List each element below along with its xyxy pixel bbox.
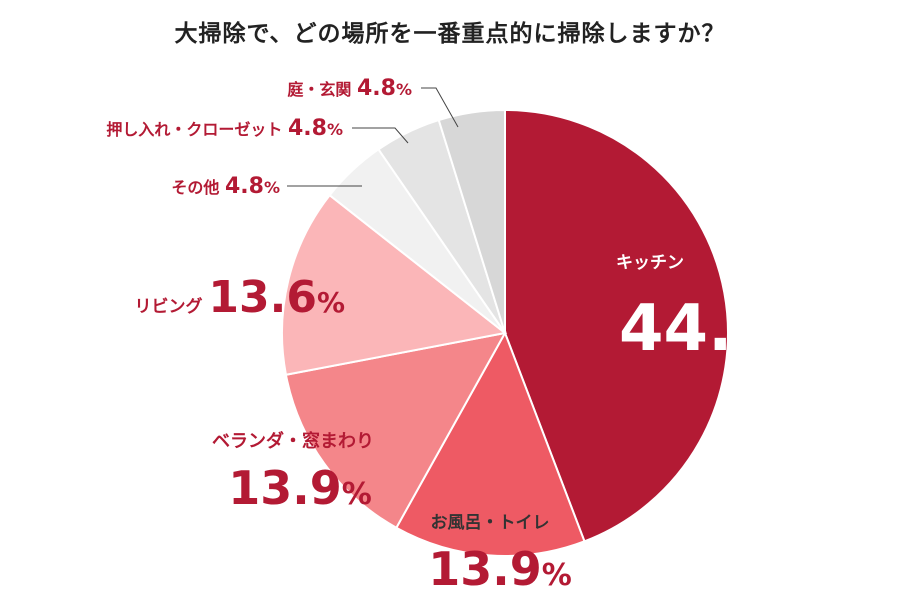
slice-value-garden-entrance: 4.8 [357, 76, 396, 101]
slice-value-number-bath-toilet: 13.9 [428, 542, 542, 596]
slice-label-other: その他 4.8% [171, 174, 280, 199]
slice-value-number-kitchen: 44.2 [619, 292, 777, 366]
pie-slice-bath-toilet [394, 330, 586, 557]
slice-value-number-veranda-window: 13.9 [228, 461, 342, 515]
pie-slice-kitchen [504, 108, 729, 543]
slice-unit-closet: % [327, 120, 343, 139]
leader-line-closet [352, 127, 409, 144]
slice-value-veranda-window: 13.9% [228, 461, 372, 515]
slice-label-garden-entrance: 庭・玄関 4.8% [287, 76, 412, 101]
slice-name-veranda-window: ベランダ・窓まわり [212, 430, 374, 452]
slice-unit-veranda-window: % [342, 477, 372, 512]
slice-labels: キッチン44.2%お風呂・トイレ13.9%ベランダ・窓まわり13.9%リビング … [106, 76, 821, 596]
slice-name-bath-toilet: お風呂・トイレ [431, 513, 550, 533]
slice-unit-other: % [264, 178, 280, 197]
chart-title: 大掃除で、どの場所を一番重点的に掃除しますか？ [174, 21, 726, 47]
slice-value-bath-toilet: 13.9% [428, 542, 572, 596]
slice-unit-garden-entrance: % [396, 80, 412, 99]
pie-slice-veranda-window [284, 331, 507, 530]
slice-unit-living: % [317, 286, 345, 319]
slice-name-living: リビング [134, 296, 208, 317]
slice-name-kitchen: キッチン [616, 253, 684, 273]
slice-value-closet: 4.8 [288, 116, 327, 141]
pie-slice-garden-entrance [437, 108, 506, 334]
slice-name-other: その他 [171, 178, 225, 197]
slice-value-kitchen: 44.2% [619, 292, 821, 366]
slice-label-closet: 押し入れ・クローゼット 4.8% [106, 116, 343, 141]
slice-unit-bath-toilet: % [542, 558, 572, 593]
leader-line-garden-entrance [421, 87, 459, 128]
pie-slice-living [281, 193, 508, 376]
slice-label-living: リビング 13.6% [134, 272, 345, 323]
slice-name-garden-entrance: 庭・玄関 [287, 80, 357, 99]
slice-name-closet: 押し入れ・クローゼット [106, 120, 288, 139]
slice-unit-kitchen: % [777, 310, 821, 361]
slice-value-living: 13.6 [208, 272, 317, 323]
slice-value-other: 4.8 [225, 174, 264, 199]
